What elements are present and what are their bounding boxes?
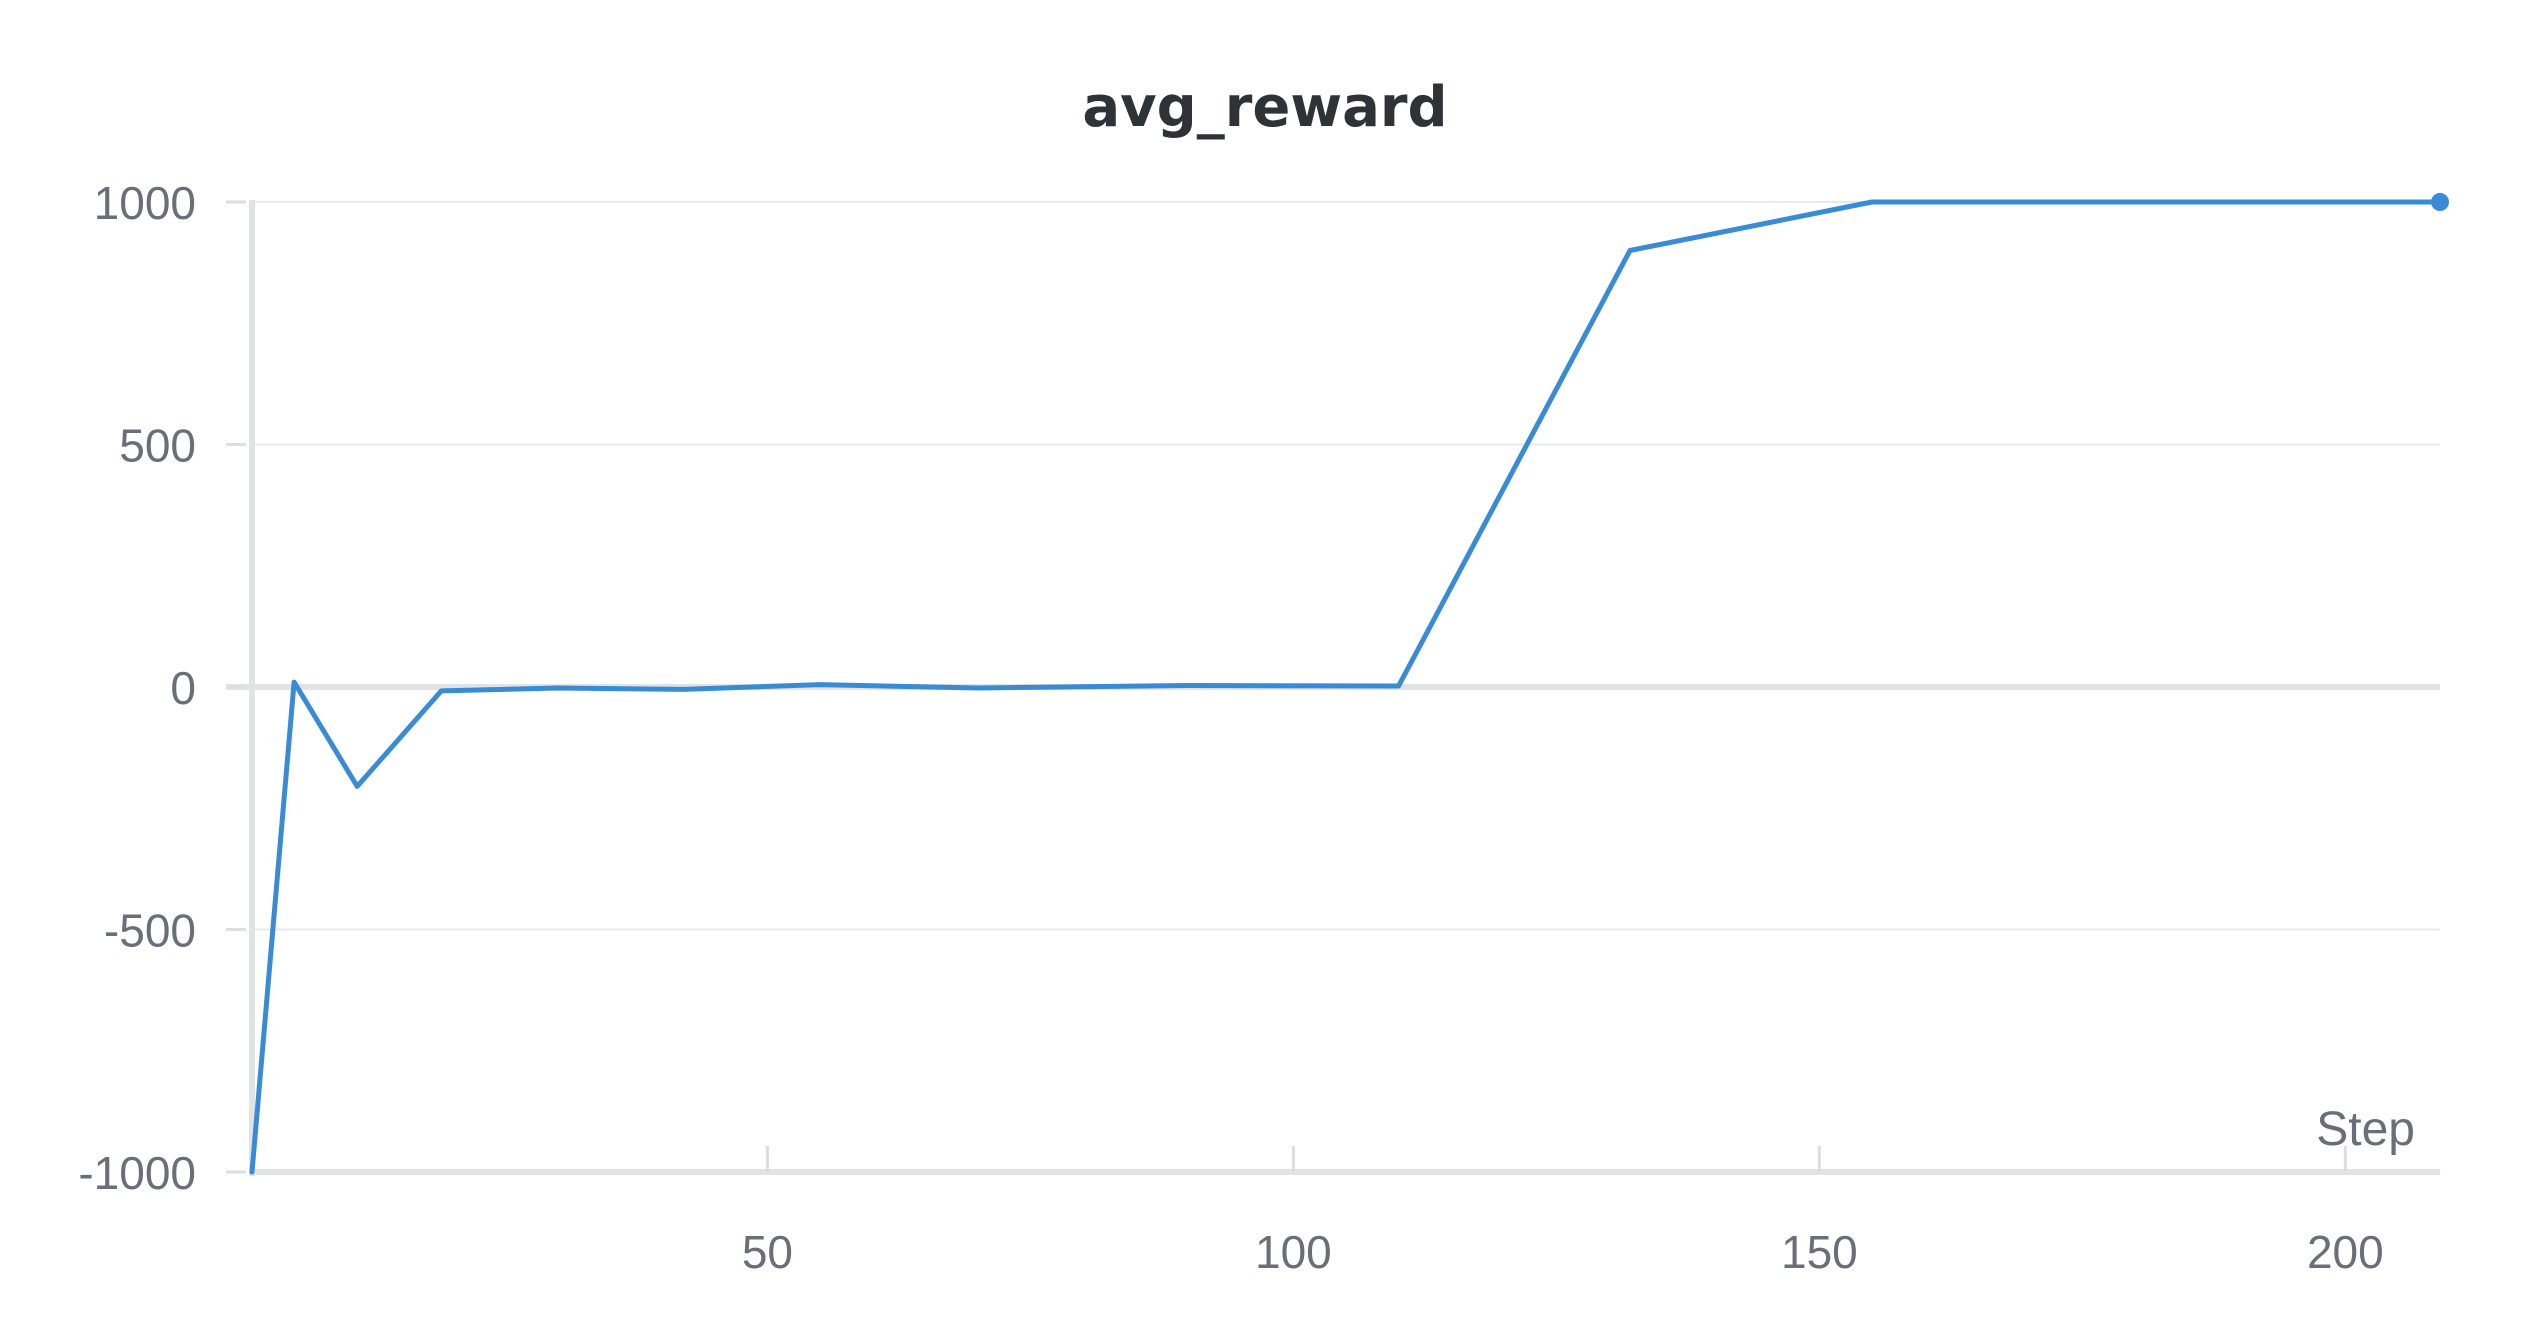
- series-layer: [249, 193, 2449, 1175]
- x-tick-label: 150: [1781, 1226, 1858, 1278]
- series-line: [249, 199, 2443, 1175]
- x-tick-label: 200: [2307, 1226, 2384, 1278]
- chart-title: avg_reward: [1082, 75, 1447, 140]
- series-end-marker: [2431, 193, 2449, 211]
- label-layer: avg_reward Step 1000 500 0 -500 -1000 50 100 15…: [78, 75, 2415, 1278]
- x-tick-label: 50: [742, 1226, 793, 1278]
- grid-layer: [226, 201, 2440, 931]
- y-tick-label: -500: [104, 905, 196, 957]
- axis-layer: [226, 200, 2440, 1176]
- x-axis-label: Step: [2316, 1103, 2415, 1156]
- y-tick-label: 500: [119, 420, 196, 472]
- y-tick-label: -1000: [78, 1147, 196, 1199]
- y-tick-label: 1000: [94, 177, 196, 229]
- y-tick-label: 0: [170, 662, 196, 714]
- x-tick-label: 100: [1255, 1226, 1332, 1278]
